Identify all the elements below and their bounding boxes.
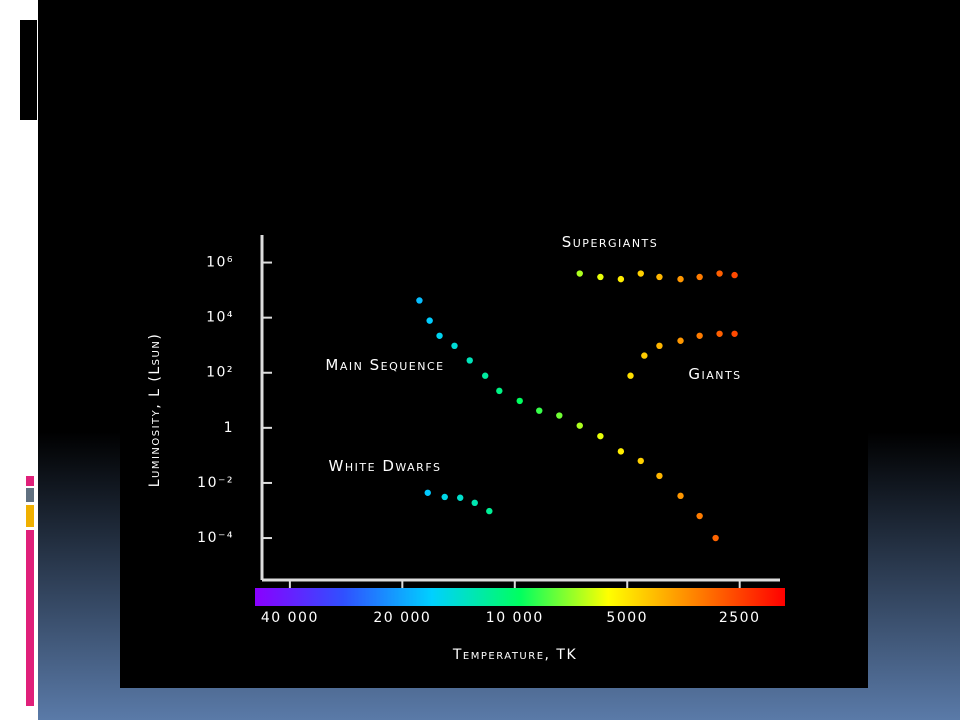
star-point [576, 270, 583, 277]
star-point [597, 273, 604, 281]
region-label: White Dwarfs [328, 457, 442, 475]
deco-bar [26, 488, 34, 502]
star-point [536, 407, 543, 414]
star-point [516, 397, 523, 405]
star-point [466, 357, 473, 364]
y-tick-label: 10² [206, 365, 234, 381]
x-tick-label: 40 000 [261, 610, 319, 626]
x-tick-label: 10 000 [486, 610, 544, 626]
star-point [471, 499, 478, 507]
star-point [677, 492, 684, 500]
y-tick-label: 1 [224, 420, 234, 436]
star-point [696, 512, 703, 520]
star-point [627, 372, 634, 379]
star-point [496, 387, 503, 395]
x-tick-label: 5000 [606, 610, 648, 626]
star-point [712, 534, 719, 542]
deco-bar [26, 530, 34, 706]
star-point [617, 448, 625, 455]
star-point [597, 432, 604, 440]
star-point [677, 337, 684, 344]
y-tick-label: 10⁴ [206, 310, 234, 326]
star-point [482, 372, 489, 379]
star-point [426, 317, 433, 324]
color-bar [255, 588, 785, 606]
star-point [416, 297, 423, 304]
star-point [451, 342, 458, 350]
star-point [641, 352, 648, 359]
x-tick-label: 2500 [719, 610, 761, 626]
star-point [436, 332, 443, 339]
star-point [637, 457, 644, 465]
star-point [656, 342, 663, 350]
deco-bar [26, 505, 34, 527]
x-axis-label: Temperature, TK [452, 647, 577, 663]
star-point [716, 330, 723, 337]
star-point [486, 507, 493, 515]
y-tick-label: 10⁶ [206, 255, 234, 271]
deco-block [20, 20, 37, 120]
star-point [716, 270, 723, 277]
star-point [617, 275, 625, 283]
star-point [441, 493, 448, 501]
star-point [656, 472, 663, 480]
star-point [696, 332, 703, 339]
star-point [637, 270, 644, 277]
region-label: Main Sequence [325, 356, 445, 374]
y-axis-label: Luminosity, L (Lsun) [147, 333, 163, 488]
x-tick-label: 20 000 [373, 610, 431, 626]
star-point [731, 271, 738, 279]
y-tick-label: 10⁻² [197, 475, 234, 491]
star-point [556, 412, 563, 419]
region-label: Giants [688, 365, 742, 383]
star-point [677, 275, 684, 283]
star-point [731, 330, 738, 337]
deco-bar [26, 476, 34, 486]
y-tick-label: 10⁻⁴ [197, 530, 234, 546]
star-point [456, 494, 464, 501]
star-point [656, 273, 663, 281]
star-point [424, 489, 431, 496]
region-label: Supergiants [561, 233, 659, 251]
star-point [576, 422, 583, 429]
star-point [696, 273, 703, 281]
